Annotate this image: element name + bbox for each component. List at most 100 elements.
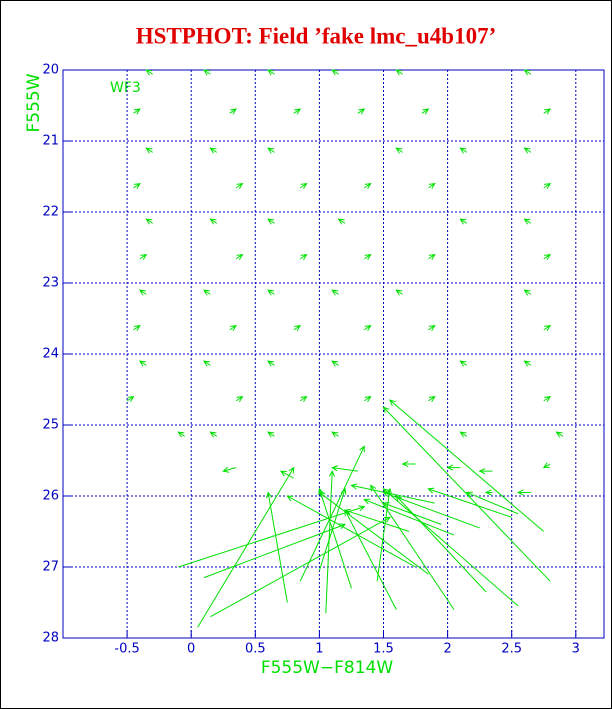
y-tick-label: 21 [42,134,59,149]
arrow [542,462,551,469]
y-axis-label: F555W [24,73,44,132]
y-tick-label: 20 [42,63,59,78]
arrow [543,395,552,403]
arrow [331,431,339,438]
arrow [382,488,519,607]
arrow [543,324,552,332]
arrow [267,69,275,76]
arrow [337,218,346,225]
arrow [343,508,410,532]
arrow [459,218,468,225]
arrow [222,466,237,473]
arrow [133,324,141,332]
y-tick-label: 28 [42,631,59,646]
arrow [331,69,339,76]
arrow [286,495,416,568]
arrow [235,395,244,403]
arrow [325,470,336,614]
arrow [145,218,154,225]
arrow [427,487,512,518]
arrow [138,360,147,367]
arrow [395,495,487,593]
arrow [523,218,532,225]
arrow [523,147,532,154]
arrow [235,253,244,261]
x-axis-label: F555W−F814W [261,658,394,678]
arrow [197,466,295,628]
arrow [389,399,545,532]
arrow [428,253,436,261]
arrow [465,491,519,515]
arrow [267,360,275,367]
x-tick-label: -0.5 [114,642,139,657]
y-tick-label: 25 [42,418,59,433]
arrow [299,395,308,403]
arrow [395,69,404,76]
arrow [133,182,141,190]
arrow [279,470,295,479]
arrow [265,491,288,603]
x-tick-label: 0 [187,642,195,657]
arrow [357,108,366,115]
arrow [363,182,372,190]
arrow [209,431,218,438]
arrow [382,406,551,582]
arrow [428,182,436,190]
arrow [203,69,211,76]
arrow [293,324,302,332]
arrow [478,468,493,475]
arrow [267,218,275,225]
arrow [318,487,352,589]
arrow [363,253,372,261]
x-tick-label: 2.5 [501,642,522,657]
arrow [382,491,480,529]
arrow [331,289,339,296]
x-tick-label: 1 [315,642,323,657]
arrow [382,502,442,525]
arrow [299,253,308,261]
arrow [395,289,404,296]
arrow [299,445,365,582]
arrow [267,431,275,438]
arrow [331,360,339,367]
arrow [350,483,435,504]
arrow [523,289,532,296]
arrow [516,489,531,496]
arrow [229,324,238,332]
arrow [267,147,275,154]
arrow [203,523,347,579]
arrow [267,289,275,296]
arrow [139,253,148,261]
arrow [459,147,468,154]
arrow [395,147,404,154]
arrow [523,360,532,367]
x-tick-label: 1.5 [373,642,394,657]
arrow [331,465,358,472]
x-tick-label: 2 [443,642,451,657]
arrow [446,464,461,471]
arrow [235,182,244,190]
arrow [178,505,366,568]
x-tick-label: 0.5 [245,642,266,657]
x-tick-label: 3 [572,642,580,657]
arrow [145,147,154,154]
arrow [363,498,455,536]
arrow [363,395,372,403]
y-tick-label: 23 [42,276,59,291]
arrow [484,489,493,496]
y-tick-label: 24 [42,347,59,362]
arrow [421,108,430,115]
y-tick-label: 26 [42,489,59,504]
arrow [203,289,211,296]
arrow [543,108,552,115]
arrow [299,182,308,190]
arrow [523,69,532,76]
arrow [293,108,302,115]
arrow [210,516,391,618]
arrow [209,218,218,225]
arrow [209,147,218,154]
arrow [126,395,135,403]
arrow [428,324,436,332]
y-tick-label: 27 [42,560,59,575]
